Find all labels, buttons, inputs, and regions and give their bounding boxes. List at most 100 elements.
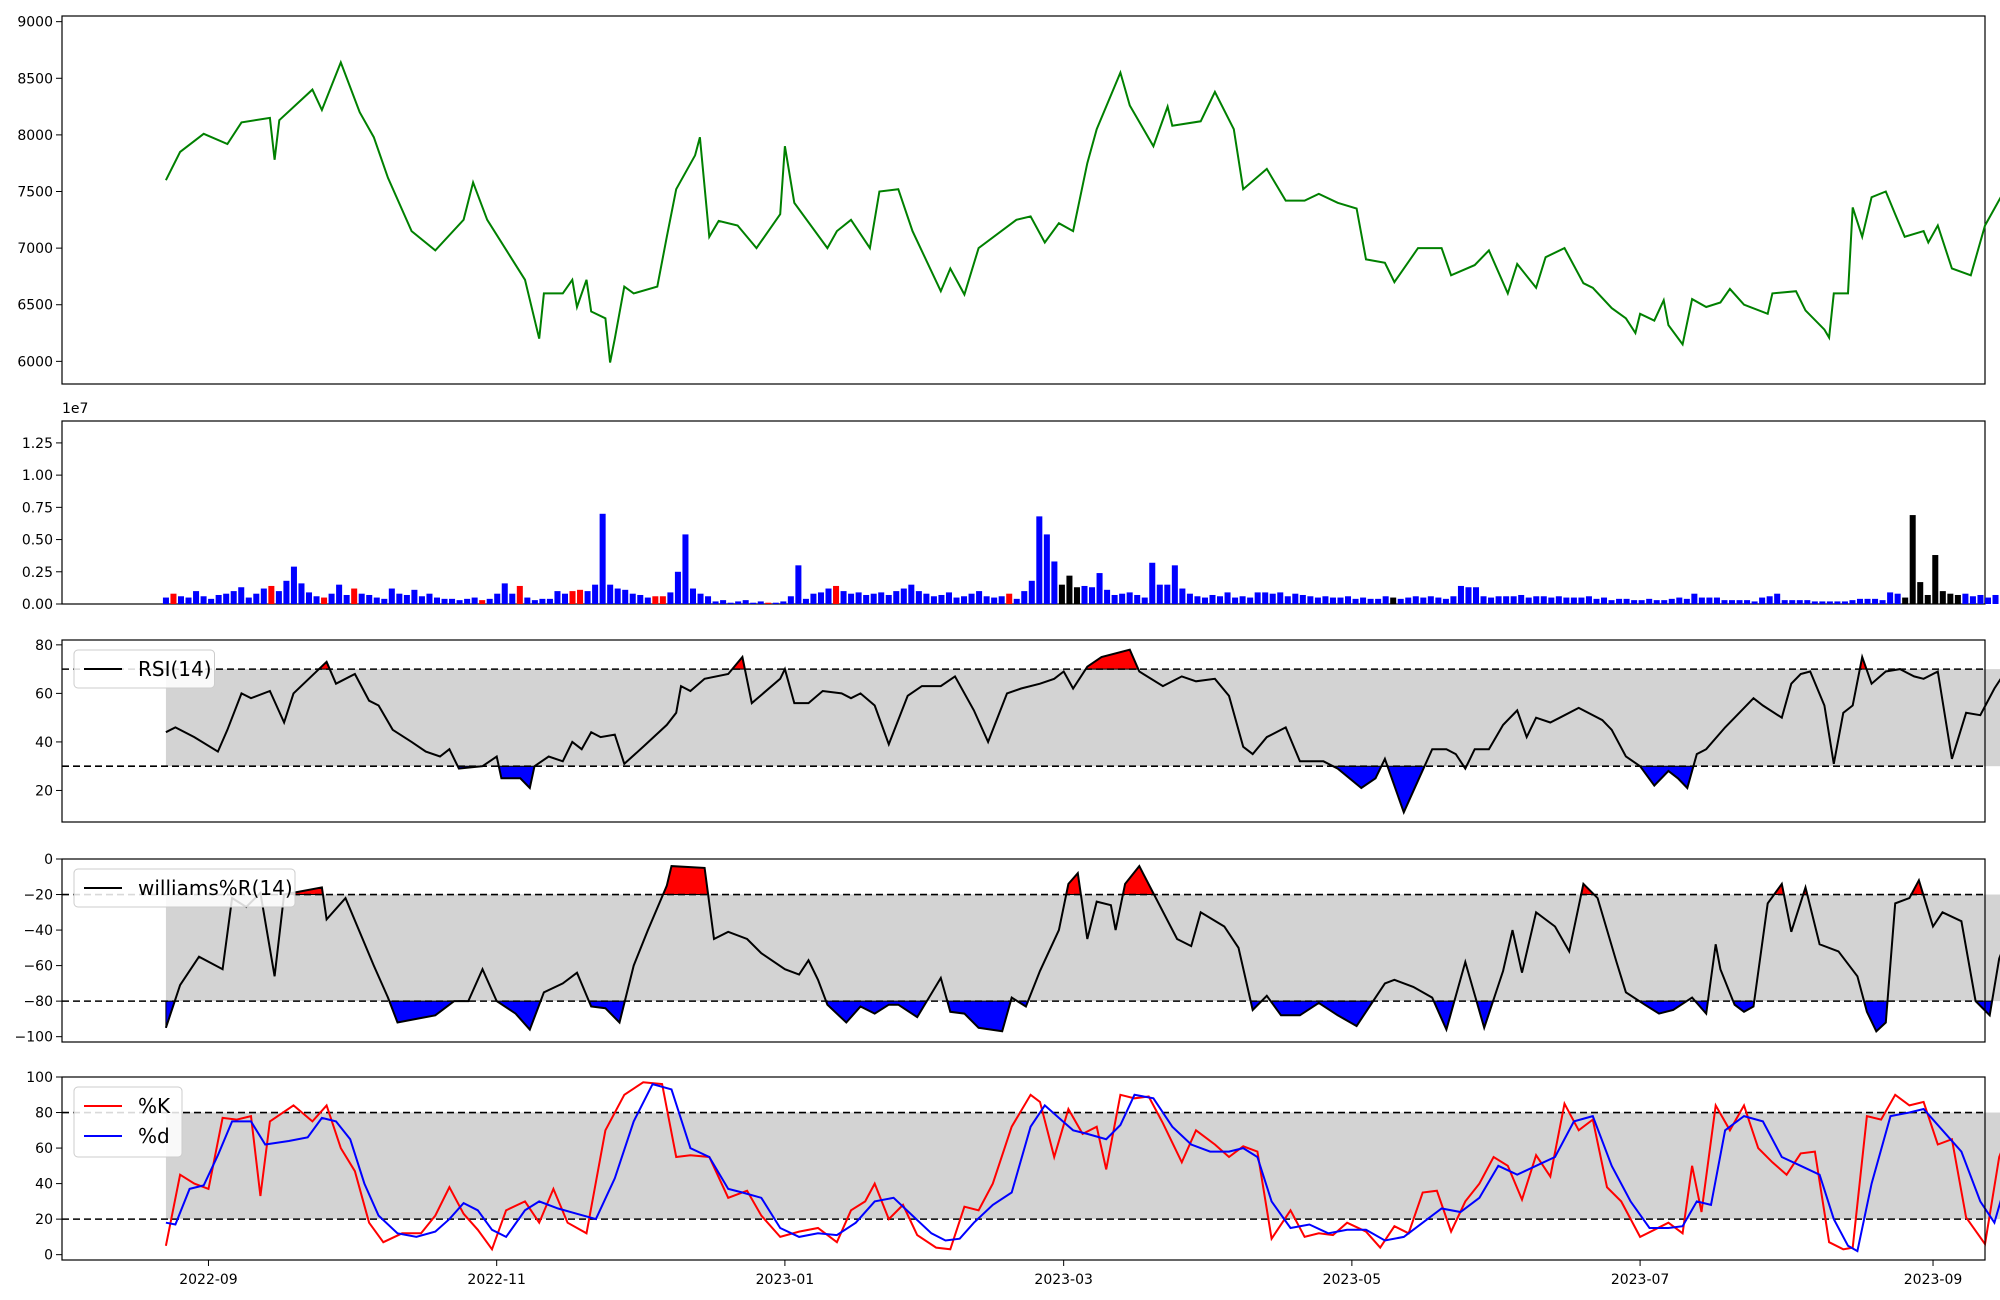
volume-bar — [1171, 565, 1178, 604]
legend-box — [73, 1086, 183, 1158]
volume-bar — [1457, 585, 1464, 604]
volume-bar — [1887, 592, 1894, 604]
volume-bar — [1186, 593, 1193, 604]
volume-bar — [1804, 600, 1811, 604]
volume-bar — [1472, 587, 1480, 604]
volume-bar — [825, 588, 832, 604]
volume-bar — [1284, 596, 1291, 604]
volume-bar — [1427, 596, 1434, 604]
volume-bar — [351, 588, 358, 604]
volume-bar — [1495, 596, 1502, 604]
volume-bar — [1781, 600, 1788, 604]
x-tick-label: 2023-03 — [1034, 1272, 1093, 1288]
volume-bar — [1382, 596, 1389, 604]
y-tick-label: 9000 — [17, 15, 53, 31]
legend-label: %d — [138, 1124, 170, 1148]
legend-box — [73, 649, 215, 689]
volume-bar — [1013, 598, 1020, 604]
volume-bar — [290, 566, 297, 604]
volume-bar — [479, 600, 486, 604]
volume-bar — [1269, 593, 1276, 604]
volume-bar — [561, 593, 569, 604]
volume-bar — [802, 598, 809, 604]
volume-bar — [336, 584, 343, 604]
volume-bar — [1375, 598, 1382, 604]
volume-bar — [1879, 600, 1886, 604]
volume-bar — [1134, 594, 1141, 604]
panel-1-frame — [61, 15, 1986, 385]
volume-bar — [1736, 600, 1743, 604]
volume-bar — [1352, 598, 1359, 604]
y-tick-label: 80 — [35, 1106, 53, 1122]
volume-bar — [245, 597, 252, 604]
volume-bar — [870, 593, 877, 604]
volume-bar — [418, 596, 425, 604]
volume-bar — [1224, 592, 1231, 604]
volume-bar — [283, 580, 290, 604]
volume-bar — [1593, 598, 1600, 604]
volume-bar — [381, 598, 388, 604]
volume-bar — [705, 596, 712, 604]
volume-bar — [1360, 597, 1367, 604]
volume-bar — [1254, 592, 1261, 604]
y-tick-label: 7000 — [17, 241, 53, 257]
volume-bar — [486, 598, 493, 604]
volume-bar — [1977, 594, 1984, 604]
volume-bar — [772, 602, 779, 604]
volume-bar — [1397, 598, 1404, 604]
volume-bar — [1149, 562, 1156, 604]
volume-bar — [200, 596, 207, 604]
volume-bar — [433, 597, 441, 604]
volume-bar — [1518, 594, 1525, 604]
volume-bar — [833, 585, 840, 604]
volume-bar — [1924, 594, 1931, 604]
volume-bar — [968, 593, 975, 604]
volume-bar — [720, 600, 727, 604]
volume-bar — [464, 598, 471, 604]
volume-bar — [1345, 596, 1352, 604]
volume-bar — [1992, 594, 1999, 604]
volume-bar — [1744, 600, 1751, 604]
volume-bar — [659, 596, 666, 604]
volume-bar — [855, 592, 862, 604]
percent-k-line — [164, 1081, 2000, 1252]
volume-bar — [1450, 596, 1457, 604]
volume-bar — [1322, 596, 1329, 604]
volume-bar — [885, 594, 892, 604]
legend-label: RSI(14) — [138, 657, 212, 681]
volume-bar — [403, 594, 410, 604]
volume-bar — [1194, 596, 1201, 604]
volume-bar — [388, 588, 395, 604]
volume-bar — [1435, 597, 1442, 604]
volume-bar — [1849, 600, 1856, 604]
indicator-band — [165, 669, 2000, 767]
volume-bar — [1405, 597, 1412, 604]
volume-bar — [622, 589, 629, 604]
volume-bar — [1969, 596, 1976, 604]
volume-bar — [1442, 598, 1449, 604]
volume-bar — [1984, 597, 1992, 604]
volume-bar — [893, 591, 900, 604]
volume-bar — [1578, 597, 1585, 604]
volume-bar — [253, 593, 260, 604]
oversold-fill — [946, 1000, 1012, 1032]
volume-bar — [1262, 592, 1269, 604]
volume-bar — [787, 596, 794, 604]
volume-bar — [1480, 596, 1487, 604]
volume-bar — [230, 591, 237, 604]
volume-bar — [373, 597, 380, 604]
volume-bar — [1947, 593, 1954, 604]
volume-bar — [1239, 596, 1246, 604]
legend: williams%R(14) — [73, 868, 296, 908]
volume-bar — [343, 594, 350, 604]
volume-bar — [1864, 598, 1871, 604]
volume-bar — [1751, 601, 1758, 604]
volume-bar — [1600, 597, 1608, 604]
volume-bar — [546, 598, 553, 604]
volume-bar — [1058, 584, 1065, 604]
volume-bar — [1247, 597, 1254, 604]
volume-bar — [1036, 516, 1043, 604]
volume-bar — [1051, 561, 1058, 604]
volume-bar — [1691, 593, 1698, 604]
volume-bar — [945, 592, 952, 604]
